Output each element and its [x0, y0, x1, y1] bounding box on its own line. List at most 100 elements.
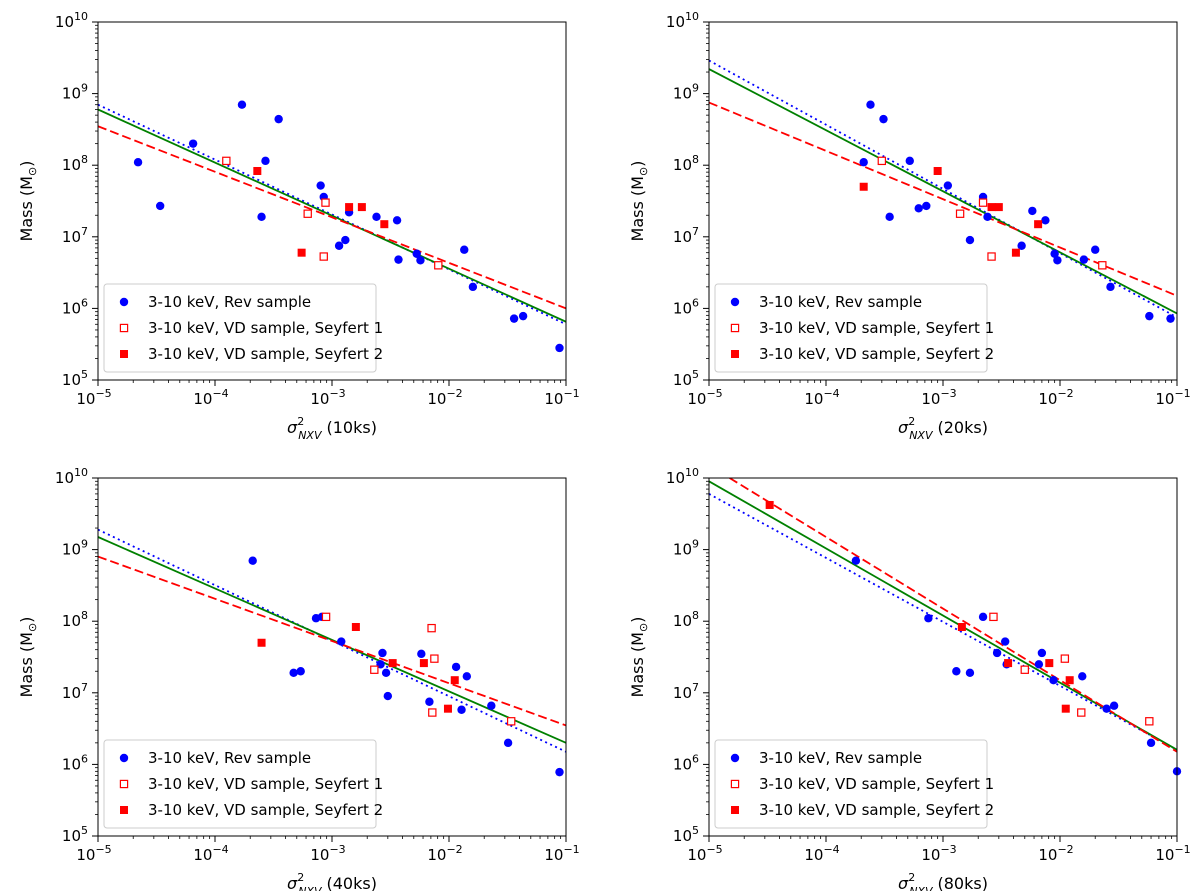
data-point-rev	[416, 256, 425, 265]
data-point-rev	[1028, 206, 1037, 216]
y-axis-label: Mass (M⊙)	[17, 161, 39, 242]
data-point-vd-seyfert1	[303, 209, 312, 218]
fit-line-dashed	[98, 555, 566, 727]
fit-line-dotted	[709, 493, 1177, 751]
legend-marker-filled-square	[731, 350, 739, 358]
data-point-vd-seyfert1	[1020, 665, 1029, 674]
data-point-rev	[378, 648, 387, 658]
data-point-rev	[1145, 311, 1154, 321]
y-tick-label: 109	[673, 82, 699, 103]
data-point-rev	[1106, 282, 1115, 292]
data-point-vd-seyfert2	[419, 659, 428, 668]
data-point-rev	[509, 314, 519, 323]
y-tick-label: 105	[673, 368, 699, 389]
y-tick-label: 107	[62, 225, 88, 246]
data-point-rev	[885, 212, 894, 222]
data-point-rev	[1049, 675, 1058, 685]
data-point-vd-seyfert2	[1011, 248, 1020, 257]
data-point-rev	[965, 235, 975, 245]
data-point-rev	[992, 648, 1002, 658]
y-tick-label: 108	[673, 609, 699, 630]
y-tick-label: 109	[62, 82, 88, 103]
y-tick-label: 1010	[666, 10, 699, 31]
data-point-rev	[1050, 249, 1059, 258]
data-point-rev	[965, 668, 975, 678]
data-point-vd-seyfert1	[978, 198, 988, 207]
x-tick-label: 10−4	[193, 387, 228, 408]
data-point-rev	[457, 705, 466, 714]
data-point-rev	[417, 649, 426, 659]
y-axis-label: Mass (M⊙)	[628, 161, 650, 242]
data-point-vd-seyfert2	[1065, 676, 1074, 685]
data-point-rev	[372, 212, 381, 222]
legend-box	[714, 283, 988, 373]
data-point-rev	[503, 738, 513, 748]
x-tick-label: 10−3	[921, 843, 956, 864]
legend: 3-10 keV, Rev sample 3-10 keV, VD sample,…	[103, 283, 383, 373]
legend-marker-open-square	[119, 323, 129, 333]
legend-label: 3-10 keV, Rev sample	[759, 749, 922, 767]
data-point-rev	[914, 204, 923, 213]
data-point-vd-seyfert2	[994, 203, 1003, 212]
data-point-vd-seyfert1	[1077, 708, 1086, 717]
legend-marker-open-square	[119, 779, 129, 789]
legend-label: 3-10 keV, VD sample, Seyfert 2	[759, 801, 994, 819]
data-point-rev	[341, 235, 350, 245]
legend-marker-circle	[119, 753, 129, 763]
data-point-vd-seyfert1	[222, 156, 231, 166]
data-point-vd-seyfert2	[765, 500, 774, 509]
y-tick-label: 1010	[666, 466, 699, 487]
x-tick-label: 10−4	[193, 843, 228, 864]
data-point-rev	[462, 672, 472, 681]
data-point-vd-seyfert2	[987, 203, 996, 212]
data-point-rev	[425, 697, 434, 706]
legend-box	[714, 739, 988, 829]
data-point-vd-seyfert1	[427, 623, 436, 633]
y-tick-label: 106	[673, 752, 699, 773]
fit-line-solid	[98, 536, 566, 744]
legend: 3-10 keV, Rev sample 3-10 keV, VD sample,…	[103, 739, 383, 829]
data-point-rev	[392, 216, 402, 225]
data-point-rev	[261, 156, 270, 166]
data-point-rev	[1017, 241, 1026, 250]
y-tick-label: 105	[62, 368, 88, 389]
data-point-rev	[274, 114, 283, 124]
legend: 3-10 keV, Rev sample 3-10 keV, VD sample,…	[714, 283, 994, 373]
x-tick-label: 10−1	[1155, 843, 1190, 864]
y-tick-label: 106	[673, 296, 699, 317]
data-point-rev	[334, 241, 344, 250]
data-point-vd-seyfert1	[434, 261, 443, 270]
y-tick-label: 109	[62, 538, 88, 559]
y-axis-label: Mass (M⊙)	[628, 617, 650, 698]
y-tick-label: 108	[62, 153, 88, 174]
x-tick-label: 10−2	[427, 843, 462, 864]
legend-marker-circle	[730, 753, 740, 763]
data-point-vd-seyfert1	[1060, 654, 1070, 663]
data-point-vd-seyfert2	[1004, 659, 1013, 668]
legend-label: 3-10 keV, Rev sample	[148, 293, 311, 311]
legend-label: 3-10 keV, VD sample, Seyfert 1	[759, 775, 994, 793]
y-tick-label: 107	[673, 681, 699, 702]
data-point-vd-seyfert1	[989, 612, 998, 622]
data-point-rev	[1034, 660, 1044, 669]
x-tick-label: 10−3	[310, 387, 345, 408]
data-point-rev	[924, 614, 933, 623]
legend-marker-circle	[119, 297, 129, 307]
y-axis-label: Mass (M⊙)	[17, 617, 39, 698]
data-point-vd-seyfert1	[987, 252, 996, 261]
data-point-rev	[983, 212, 992, 222]
data-point-vd-seyfert2	[297, 248, 306, 257]
x-tick-label: 10−5	[687, 843, 722, 864]
data-point-vd-seyfert2	[357, 203, 366, 212]
data-point-rev	[460, 245, 469, 254]
data-point-rev	[337, 637, 346, 646]
x-tick-label: 10−1	[544, 387, 579, 408]
data-point-rev	[1000, 637, 1010, 646]
x-axis-label: σ2 NXV (20ks)	[898, 415, 988, 442]
data-point-rev	[1041, 216, 1050, 225]
fit-line-solid	[98, 108, 566, 323]
data-point-vd-seyfert2	[388, 659, 397, 668]
x-tick-label: 10−1	[1155, 387, 1190, 408]
data-point-vd-seyfert2	[257, 638, 266, 647]
